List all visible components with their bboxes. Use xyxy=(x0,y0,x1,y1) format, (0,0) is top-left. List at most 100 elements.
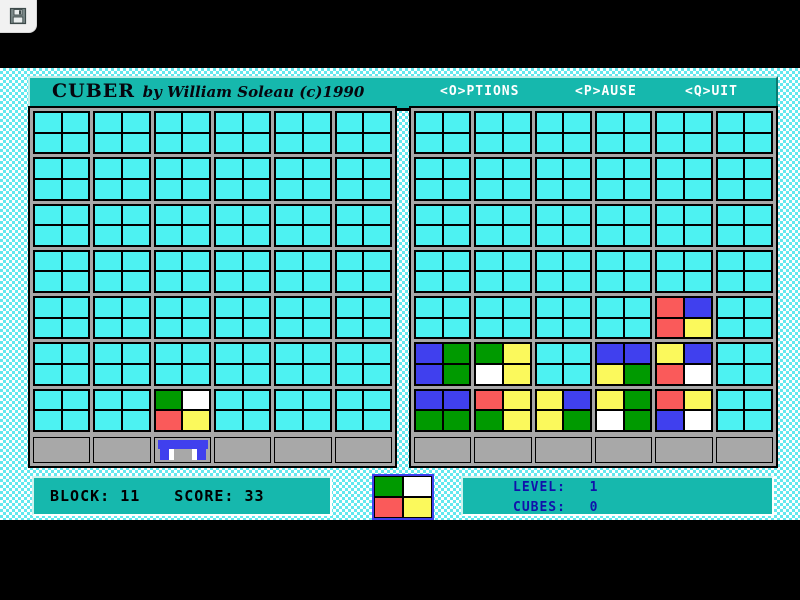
board-cell-group[interactable] xyxy=(153,249,211,294)
board-cell-group[interactable] xyxy=(655,203,713,247)
board-cell-group[interactable] xyxy=(153,296,211,340)
board-cell-group[interactable] xyxy=(414,111,472,155)
board-cell-group[interactable] xyxy=(414,388,472,432)
floor-segment[interactable] xyxy=(153,436,211,463)
board-cell-group[interactable] xyxy=(93,111,151,155)
board-cell-group[interactable] xyxy=(534,203,592,247)
board-cell-group[interactable] xyxy=(274,342,332,386)
board-cell-group[interactable] xyxy=(715,203,773,247)
floor-segment[interactable] xyxy=(213,436,272,463)
floor-segment[interactable] xyxy=(274,436,332,463)
board-cell-group[interactable] xyxy=(33,342,91,386)
floor-segment[interactable] xyxy=(655,436,713,463)
floor-segment[interactable] xyxy=(534,436,592,463)
board-cell-group[interactable] xyxy=(153,157,211,201)
board-cell-group[interactable] xyxy=(474,249,532,294)
board-cell-group[interactable] xyxy=(153,111,211,155)
board-cell-group[interactable] xyxy=(93,296,151,340)
board-cell-group[interactable] xyxy=(334,388,392,432)
board-cell-group[interactable] xyxy=(93,388,151,432)
board-cell-group[interactable] xyxy=(715,342,773,386)
board-cell-group[interactable] xyxy=(153,388,211,432)
board-cell-group[interactable] xyxy=(274,388,332,432)
cart-icon[interactable] xyxy=(157,439,208,460)
board-cell-group[interactable] xyxy=(414,249,472,294)
floor-segment[interactable] xyxy=(33,436,91,463)
board-cell-group[interactable] xyxy=(655,249,713,294)
board-cell-group[interactable] xyxy=(334,203,392,247)
board-cell-group[interactable] xyxy=(334,296,392,340)
floor-segment[interactable] xyxy=(93,436,151,463)
toolbar-save-chip[interactable] xyxy=(0,0,36,32)
board-cell-group[interactable] xyxy=(334,111,392,155)
floor-segment[interactable] xyxy=(715,436,773,463)
board-cell-group[interactable] xyxy=(474,296,532,340)
board-cell-group[interactable] xyxy=(655,342,713,386)
board-cell-group[interactable] xyxy=(414,296,472,340)
board-cell-group[interactable] xyxy=(213,342,272,386)
board-cell-group[interactable] xyxy=(655,296,713,340)
board-cell-group[interactable] xyxy=(715,111,773,155)
board-cell-group[interactable] xyxy=(534,249,592,294)
board-cell-group[interactable] xyxy=(213,388,272,432)
floor-segment[interactable] xyxy=(414,436,472,463)
board-cell-group[interactable] xyxy=(594,249,653,294)
board-cell-group[interactable] xyxy=(655,388,713,432)
board-cell-group[interactable] xyxy=(474,203,532,247)
menu-item-options[interactable]: <O>PTIONS xyxy=(440,84,520,99)
board-cell-group[interactable] xyxy=(594,111,653,155)
board-cell-group[interactable] xyxy=(153,342,211,386)
board-cell-group[interactable] xyxy=(213,111,272,155)
board-cell-group[interactable] xyxy=(213,157,272,201)
board-cell-group[interactable] xyxy=(274,203,332,247)
board-cell-group[interactable] xyxy=(33,157,91,201)
board-cell-group[interactable] xyxy=(213,296,272,340)
board-cell-group[interactable] xyxy=(534,111,592,155)
board-cell-group[interactable] xyxy=(594,296,653,340)
board-cell-group[interactable] xyxy=(93,249,151,294)
board-cell-group[interactable] xyxy=(33,111,91,155)
board-cell-group[interactable] xyxy=(594,157,653,201)
board-cell-group[interactable] xyxy=(33,249,91,294)
board-cell-group[interactable] xyxy=(33,388,91,432)
board-cell-group[interactable] xyxy=(274,157,332,201)
left-board[interactable] xyxy=(28,106,397,468)
board-cell-group[interactable] xyxy=(274,296,332,340)
board-cell-group[interactable] xyxy=(594,342,653,386)
board-cell-group[interactable] xyxy=(655,157,713,201)
board-cell-group[interactable] xyxy=(414,342,472,386)
board-cell-group[interactable] xyxy=(274,249,332,294)
floor-segment[interactable] xyxy=(474,436,532,463)
board-cell-group[interactable] xyxy=(715,249,773,294)
right-board[interactable] xyxy=(409,106,778,468)
board-cell-group[interactable] xyxy=(334,342,392,386)
board-cell-group[interactable] xyxy=(715,296,773,340)
board-cell-group[interactable] xyxy=(655,111,713,155)
board-cell-group[interactable] xyxy=(33,296,91,340)
floppy-save-icon[interactable] xyxy=(9,7,27,25)
board-cell-group[interactable] xyxy=(93,203,151,247)
board-cell-group[interactable] xyxy=(534,342,592,386)
board-cell-group[interactable] xyxy=(534,296,592,340)
board-cell-group[interactable] xyxy=(33,203,91,247)
board-cell-group[interactable] xyxy=(213,249,272,294)
board-cell-group[interactable] xyxy=(213,203,272,247)
board-cell-group[interactable] xyxy=(474,157,532,201)
board-cell-group[interactable] xyxy=(474,388,532,432)
menu-item-quit[interactable]: <Q>UIT xyxy=(685,84,738,99)
board-cell-group[interactable] xyxy=(414,157,472,201)
board-cell-group[interactable] xyxy=(334,249,392,294)
board-cell-group[interactable] xyxy=(474,342,532,386)
board-cell-group[interactable] xyxy=(93,342,151,386)
board-cell-group[interactable] xyxy=(274,111,332,155)
board-cell-group[interactable] xyxy=(715,157,773,201)
floor-segment[interactable] xyxy=(334,436,392,463)
board-cell-group[interactable] xyxy=(715,388,773,432)
board-cell-group[interactable] xyxy=(534,157,592,201)
board-cell-group[interactable] xyxy=(474,111,532,155)
board-cell-group[interactable] xyxy=(93,157,151,201)
board-cell-group[interactable] xyxy=(534,388,592,432)
menu-item-pause[interactable]: <P>AUSE xyxy=(575,84,637,99)
floor-segment[interactable] xyxy=(594,436,653,463)
board-cell-group[interactable] xyxy=(594,388,653,432)
